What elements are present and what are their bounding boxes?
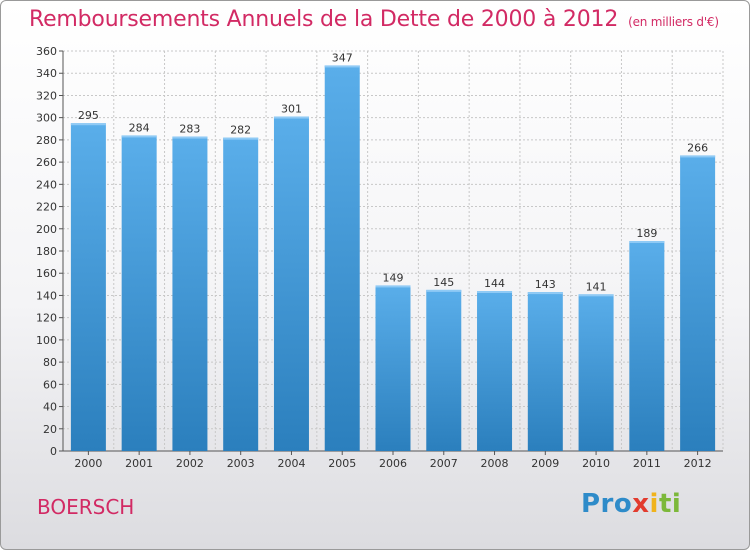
bar-2003[interactable] (223, 137, 259, 451)
value-label: 145 (433, 276, 454, 289)
x-tick-label: 2003 (227, 457, 255, 470)
value-label: 143 (535, 278, 556, 291)
y-tick-label: 300 (36, 112, 57, 125)
bar-highlight (172, 136, 208, 139)
bar-highlight (223, 137, 259, 140)
unit-label: (en milliers d'€) (628, 15, 719, 29)
y-tick-label: 340 (36, 67, 57, 80)
y-tick-label: 80 (43, 356, 57, 369)
bar-highlight (273, 116, 309, 119)
value-label: 141 (586, 280, 607, 293)
bar-2000[interactable] (70, 123, 106, 451)
x-tick-label: 2000 (74, 457, 102, 470)
bar-highlight (426, 289, 462, 292)
y-tick-label: 260 (36, 156, 57, 169)
y-tick-label: 240 (36, 178, 57, 191)
value-label: 282 (230, 124, 251, 137)
y-tick-label: 140 (36, 289, 57, 302)
chart-title: Remboursements Annuels de la Dette de 20… (29, 7, 719, 32)
value-label: 144 (484, 277, 505, 290)
bar-2007[interactable] (426, 289, 462, 451)
bar-highlight (70, 123, 106, 126)
bar-2010[interactable] (578, 294, 614, 451)
bars (70, 65, 716, 452)
x-tick-label: 2006 (379, 457, 407, 470)
x-tick-label: 2005 (328, 457, 356, 470)
y-tick-label: 220 (36, 201, 57, 214)
y-tick-label: 320 (36, 89, 57, 102)
x-tick-label: 2002 (176, 457, 204, 470)
y-tick-label: 120 (36, 312, 57, 325)
bar-2004[interactable] (273, 116, 309, 452)
value-label: 295 (78, 109, 99, 122)
bar-highlight (324, 65, 360, 68)
x-tick-label: 2012 (684, 457, 712, 470)
bar-highlight (527, 292, 563, 295)
x-tick-label: 2009 (531, 457, 559, 470)
y-tick-label: 0 (50, 445, 57, 458)
value-label: 347 (332, 51, 353, 64)
value-label: 189 (636, 227, 657, 240)
value-label: 301 (281, 103, 302, 116)
x-tick-label: 2010 (582, 457, 610, 470)
y-tick-label: 160 (36, 267, 57, 280)
bar-highlight (578, 294, 614, 297)
bar-highlight (680, 155, 716, 158)
x-tick-label: 2011 (633, 457, 661, 470)
x-tick-label: 2007 (430, 457, 458, 470)
bar-2005[interactable] (324, 65, 360, 451)
bar-2011[interactable] (629, 241, 665, 451)
bar-highlight (121, 135, 157, 138)
y-tick-label: 200 (36, 223, 57, 236)
bar-2002[interactable] (172, 136, 208, 452)
bar-2001[interactable] (121, 135, 157, 451)
commune-name: BOERSCH (37, 495, 135, 519)
y-tick-label: 20 (43, 423, 57, 436)
bar-2006[interactable] (375, 285, 411, 451)
y-tick-label: 360 (36, 45, 57, 58)
bar-2008[interactable] (477, 291, 513, 451)
bar-highlight (477, 291, 513, 293)
bar-highlight (629, 241, 665, 243)
bar-2009[interactable] (527, 292, 563, 451)
y-tick-label: 100 (36, 334, 57, 347)
labels: 295 2000 284 2001 283 2002 282 2003 301 2004 347 20… (74, 51, 711, 470)
value-label: 149 (383, 271, 404, 284)
value-label: 266 (687, 141, 708, 154)
y-tick-label: 180 (36, 245, 57, 258)
bar-highlight (375, 285, 411, 288)
y-tick-label: 60 (43, 378, 57, 391)
bar-2012[interactable] (680, 155, 716, 451)
x-tick-label: 2001 (125, 457, 153, 470)
value-label: 283 (179, 123, 200, 136)
y-tick-label: 280 (36, 134, 57, 147)
y-tick-label: 40 (43, 401, 57, 414)
proxiti-logo[interactable]: Proxiti (581, 489, 682, 519)
x-tick-label: 2004 (277, 457, 305, 470)
value-label: 284 (129, 121, 150, 134)
x-tick-label: 2008 (481, 457, 509, 470)
